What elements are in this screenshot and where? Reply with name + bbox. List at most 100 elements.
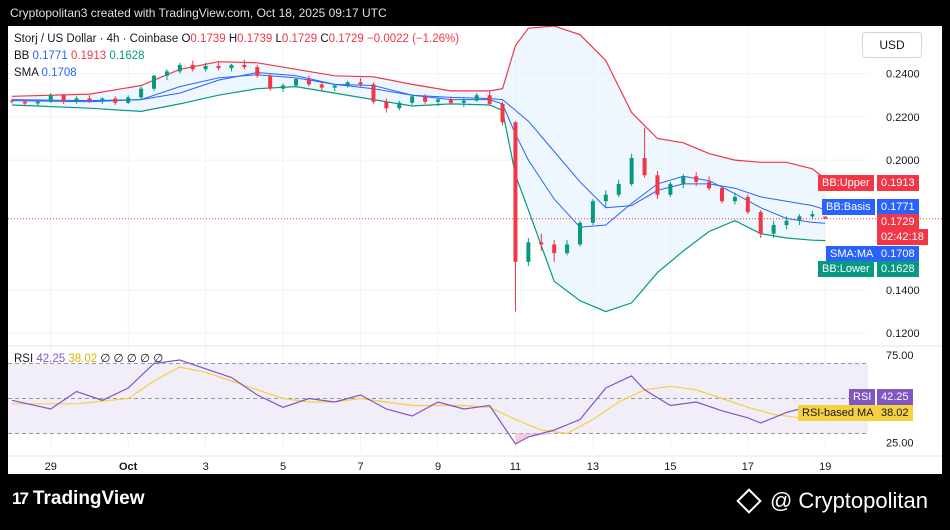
cryptopolitan-watermark: @ Cryptopolitan (736, 488, 928, 514)
candle-body (474, 95, 479, 101)
x-tick-label: 5 (280, 461, 286, 473)
y-tick-label: 0.1200 (886, 328, 920, 340)
sma-tag-label: SMA:MA (826, 246, 878, 262)
candle-body (74, 98, 79, 102)
candle-body (281, 85, 286, 89)
candle-body (784, 220, 789, 226)
x-tick-label: 9 (435, 461, 441, 473)
rsi-ma-tag-value: 38.02 (877, 405, 913, 421)
x-tick-label: Oct (119, 461, 138, 473)
tradingview-wordmark: TradingView (32, 488, 145, 509)
ohlc-close: 0.1729 (328, 33, 364, 45)
diamond-logo-icon (736, 488, 762, 514)
header-text: Cryptopolitan3 created with TradingView.… (10, 6, 387, 20)
y-tick-label: 0.1400 (886, 285, 920, 297)
tradingview-logo[interactable]: 17 TradingView (12, 488, 145, 510)
price-countdown: 02:42:18 (877, 229, 928, 245)
candle-body (500, 103, 505, 123)
rsi-tag-value: 42.25 (877, 389, 913, 405)
ohlc-close-label: C (320, 33, 329, 45)
bb-upper-line (11, 26, 826, 180)
sma-value: 0.1708 (41, 67, 77, 79)
candle-body (436, 99, 440, 102)
tradingview-mark-icon: 17 (12, 489, 29, 508)
candle-body (823, 216, 828, 219)
rsi-tag-label: RSI (849, 389, 876, 405)
symbol-title: Storj / US Dollar · 4h · Coinbase (14, 33, 179, 45)
candle-body (629, 157, 634, 184)
candle-body (113, 98, 118, 103)
candle-body (48, 95, 53, 102)
x-tick-label: 15 (664, 461, 676, 473)
rsi-tick-label: 25.00 (886, 437, 914, 449)
candle-body (242, 64, 247, 68)
candle-body (139, 88, 144, 98)
currency-button[interactable]: USD (862, 32, 922, 58)
candle-body (616, 183, 621, 195)
candle-body (255, 67, 260, 76)
candle-body (797, 216, 802, 221)
candle-body (487, 95, 492, 104)
candle-body (423, 96, 428, 102)
at-sign-icon: @ (770, 488, 793, 513)
candle-body (526, 242, 531, 262)
bb-basis-tag-value: 0.1771 (877, 199, 919, 215)
sma-tag-value: 0.1708 (877, 246, 919, 262)
ohlc-high: 0.1739 (237, 33, 273, 45)
bb-basis-tag-label: BB:Basis (822, 199, 875, 215)
y-tick-label: 0.2200 (886, 112, 920, 124)
candle-body (190, 64, 195, 70)
bb-lower-tag-label: BB:Lower (818, 261, 874, 277)
candle-body (332, 85, 337, 88)
candle-body (126, 97, 131, 103)
bb-lower-value: 0.1628 (109, 50, 145, 62)
rsi-ma-value: 38.02 (68, 353, 98, 365)
candle-body (345, 82, 350, 86)
footer-bar (0, 476, 950, 530)
chart-canvas[interactable]: 0.24000.22000.20000.14000.120075.0050.00… (8, 26, 942, 474)
rsi-legend: RSI 42.25 38.02 ∅ ∅ ∅ ∅ ∅ (14, 351, 163, 365)
bb-legend: BB 0.1771 0.1913 0.1628 (14, 50, 145, 62)
candle-body (152, 75, 156, 89)
rsi-oversold-fill (515, 433, 555, 444)
rsi-line (11, 359, 826, 445)
candle-body (642, 157, 647, 176)
header-bar: Cryptopolitan3 created with TradingView.… (0, 0, 950, 26)
candle-body (539, 242, 544, 245)
rsi-tick-label: 75.00 (886, 350, 914, 362)
candle-body (22, 101, 27, 104)
candle-body (655, 175, 660, 195)
candle-body (681, 176, 686, 184)
candle-body (771, 225, 776, 234)
rsi-ma-tag-label: RSI-based MA (798, 405, 878, 421)
candle-body (720, 188, 724, 202)
candle-body (358, 82, 363, 85)
candle-body (448, 99, 453, 103)
x-tick-label: 13 (587, 461, 599, 473)
candle-body (668, 183, 673, 195)
cryptopolitan-wordmark: Cryptopolitan (798, 488, 928, 513)
candle-body (461, 100, 466, 103)
candle-body (319, 84, 324, 88)
candle-body (87, 98, 92, 101)
candle-body (268, 75, 273, 89)
candle-body (306, 79, 311, 85)
x-tick-label: 17 (742, 461, 754, 473)
candle-body (100, 98, 105, 101)
x-tick-label: 29 (45, 461, 57, 473)
ohlc-low-label: L (275, 33, 282, 45)
candle-body (384, 101, 389, 109)
sma-legend: SMA 0.1708 (14, 67, 77, 79)
candle-body (164, 71, 169, 76)
rsi-label: RSI (14, 353, 34, 365)
bb-upper-tag-label: BB:Upper (818, 175, 874, 191)
candle-body (294, 79, 298, 86)
rsi-extras: ∅ ∅ ∅ ∅ ∅ (100, 353, 164, 365)
y-tick-label: 0.2000 (886, 155, 920, 167)
candle-body (694, 176, 699, 182)
candle-body (603, 194, 608, 202)
chart-panel[interactable]: 0.24000.22000.20000.14000.120075.0050.00… (8, 26, 942, 474)
candle-body (810, 214, 815, 217)
symbol-legend: Storj / US Dollar · 4h · Coinbase O0.173… (14, 33, 459, 45)
